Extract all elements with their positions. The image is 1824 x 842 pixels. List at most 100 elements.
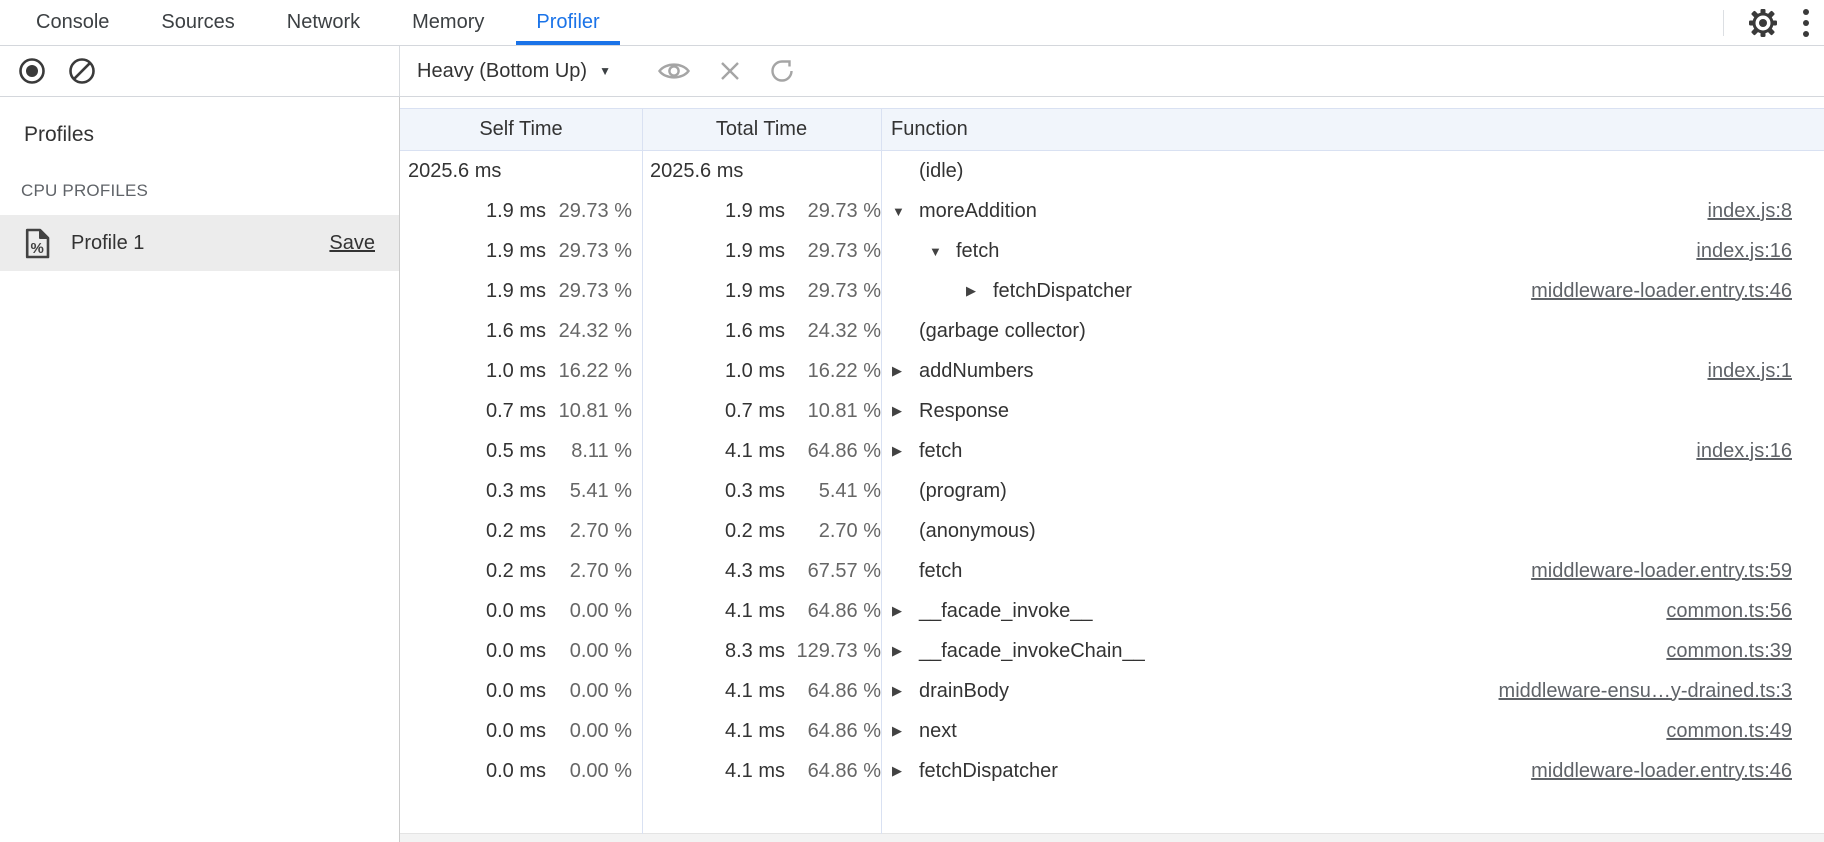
total-time-value: 8.3 ms [724,639,785,662]
tab-profiler[interactable]: Profiler [510,0,625,45]
source-location-link[interactable]: index.js:16 [1696,439,1792,462]
total-time-percent: 29.73 % [807,239,881,262]
devtools-tab-bar: Console Sources Network Memory Profiler [0,0,1824,46]
expand-caret-icon[interactable]: ▶ [892,363,902,378]
self-time-cell: 0.0 ms 0.00 % [400,760,642,783]
sidebar-item-profile-1[interactable]: % Profile 1 Save [0,215,399,271]
table-row[interactable]: 1.9 ms 29.73 % 1.9 ms 29.73 % ▶ fetchDispat… [400,271,1824,311]
function-name: (anonymous) [919,519,1036,542]
total-time-cell: 1.6 ms 24.32 % [642,320,881,343]
self-time-value: 0.0 ms [485,679,546,702]
expand-caret-icon[interactable]: ▶ [892,443,902,458]
exclude-selected-x-icon[interactable] [719,60,741,82]
expand-caret-icon[interactable]: ▶ [892,723,902,738]
expand-caret-icon[interactable]: ▶ [892,763,902,778]
table-row[interactable]: 0.7 ms 10.81 % 0.7 ms 10.81 % ▶ Response [400,391,1824,431]
source-location-link[interactable]: middleware-loader.entry.ts:59 [1531,559,1792,582]
table-row[interactable]: 1.0 ms 16.22 % 1.0 ms 16.22 % ▶ addNumbers … [400,351,1824,391]
table-row[interactable]: 0.0 ms 0.00 % 4.1 ms 64.86 % ▶ fetchDispatc… [400,751,1824,791]
settings-gear-icon[interactable] [1746,6,1780,40]
total-time-value: 0.2 ms [724,519,785,542]
table-row[interactable]: 0.2 ms 2.70 % 4.3 ms 67.57 % fetch middlew… [400,551,1824,591]
profile-name: Profile 1 [71,231,145,254]
expand-caret-icon[interactable]: ▼ [929,243,942,259]
table-row[interactable]: 0.0 ms 0.00 % 4.1 ms 64.86 % ▶ __facade_inv… [400,591,1824,631]
expand-caret-icon[interactable]: ▶ [892,683,902,698]
column-header-total-time[interactable]: Total Time [715,118,808,140]
expand-caret-icon[interactable]: ▼ [892,203,905,219]
table-row[interactable]: 0.0 ms 0.00 % 4.1 ms 64.86 % ▶ drainBody mi… [400,671,1824,711]
self-time-percent: 29.73 % [558,199,632,222]
total-time-cell: 0.3 ms 5.41 % [642,480,881,503]
record-icon[interactable] [18,57,46,85]
table-row[interactable]: 0.3 ms 5.41 % 0.3 ms 5.41 % (program) [400,471,1824,511]
view-mode-label: Heavy (Bottom Up) [417,59,588,82]
source-location-link[interactable]: middleware-ensu…y-drained.ts:3 [1498,679,1792,702]
source-location-link[interactable]: common.ts:49 [1666,719,1792,742]
total-time-percent: 67.57 % [807,559,881,582]
self-time-cell: 0.5 ms 8.11 % [400,440,642,463]
total-time-percent: 2.70 % [818,519,881,542]
self-time-value: 0.0 ms [485,599,546,622]
self-time-percent: 29.73 % [558,279,632,302]
column-header-function[interactable]: Function [891,118,968,140]
tab-memory[interactable]: Memory [386,0,510,45]
self-time-percent: 2.70 % [569,519,632,542]
self-time-cell: 2025.6 ms [400,160,642,183]
total-time-percent: 29.73 % [807,199,881,222]
self-time-cell: 0.0 ms 0.00 % [400,640,642,663]
self-time-percent: 0.00 % [569,759,632,782]
horizontal-scrollbar[interactable] [400,833,1824,842]
self-time-cell: 0.3 ms 5.41 % [400,480,642,503]
tab-console[interactable]: Console [10,0,135,45]
focus-selected-eye-icon[interactable] [657,59,691,83]
tab-network[interactable]: Network [261,0,386,45]
expand-caret-icon[interactable]: ▶ [892,603,902,618]
table-row[interactable]: 0.5 ms 8.11 % 4.1 ms 64.86 % ▶ fetch index.… [400,431,1824,471]
source-location-link[interactable]: common.ts:39 [1666,639,1792,662]
expand-caret-icon[interactable]: ▶ [892,403,902,418]
total-time-percent: 29.73 % [807,279,881,302]
table-row[interactable]: 2025.6 ms 2025.6 ms (idle) [400,151,1824,191]
function-cell: (anonymous) [881,520,1824,543]
self-time-percent: 0.00 % [569,639,632,662]
table-row[interactable]: 0.0 ms 0.00 % 8.3 ms 129.73 % ▶ __facade_in… [400,631,1824,671]
self-time-percent: 24.32 % [558,319,632,342]
table-row[interactable]: 1.9 ms 29.73 % 1.9 ms 29.73 % ▼ moreAdditio… [400,191,1824,231]
total-time-percent: 64.86 % [807,759,881,782]
profiles-sidebar: Profiles CPU PROFILES % Profile 1 Save [0,97,400,842]
save-profile-link[interactable]: Save [329,231,375,254]
column-header-self-time[interactable]: Self Time [479,118,563,140]
expand-caret-icon[interactable]: ▶ [892,643,902,658]
view-mode-dropdown[interactable]: Heavy (Bottom Up) ▼ [417,60,611,83]
total-time-percent: 64.86 % [807,599,881,622]
source-location-link[interactable]: middleware-loader.entry.ts:46 [1531,759,1792,782]
expand-caret-icon[interactable]: ▶ [966,283,976,298]
total-time-value: 0.3 ms [724,479,785,502]
table-row[interactable]: 1.6 ms 24.32 % 1.6 ms 24.32 % (garbage col… [400,311,1824,351]
grid-header: Self Time Total Time Function [400,108,1824,151]
source-location-link[interactable]: middleware-loader.entry.ts:46 [1531,279,1792,302]
total-time-cell: 1.9 ms 29.73 % [642,240,881,263]
source-location-link[interactable]: index.js:16 [1696,239,1792,262]
tab-label: Profiler [536,11,600,33]
self-time-value: 2025.6 ms [408,159,502,182]
source-location-link[interactable]: index.js:8 [1707,199,1793,222]
total-time-cell: 0.2 ms 2.70 % [642,520,881,543]
total-time-cell: 1.9 ms 29.73 % [642,200,881,223]
self-time-percent: 16.22 % [558,359,632,382]
restore-all-refresh-icon[interactable] [769,58,795,84]
source-location-link[interactable]: index.js:1 [1707,359,1793,382]
table-row[interactable]: 0.2 ms 2.70 % 0.2 ms 2.70 % (anonymous) [400,511,1824,551]
source-location-link[interactable]: common.ts:56 [1666,599,1792,622]
self-time-cell: 0.7 ms 10.81 % [400,400,642,423]
clear-profiles-icon[interactable] [68,57,96,85]
function-cell: (program) [881,480,1824,503]
grid-body: 2025.6 ms 2025.6 ms (idle) 1.9 ms 29.73 %… [400,151,1824,791]
table-row[interactable]: 1.9 ms 29.73 % 1.9 ms 29.73 % ▼ fetch index… [400,231,1824,271]
table-row[interactable]: 0.0 ms 0.00 % 4.1 ms 64.86 % ▶ next common.… [400,711,1824,751]
tab-label: Network [286,11,361,33]
more-options-kebab-icon[interactable] [1802,7,1810,39]
tab-sources[interactable]: Sources [135,0,260,45]
function-name: fetchDispatcher [919,759,1058,782]
